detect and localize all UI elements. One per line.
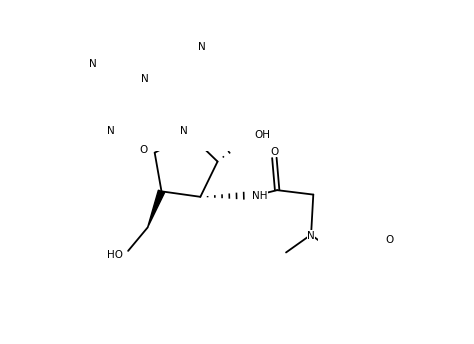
Text: OH: OH — [254, 130, 270, 140]
Text: O: O — [271, 147, 279, 157]
Text: N: N — [180, 126, 188, 136]
Text: NH: NH — [252, 191, 267, 201]
Polygon shape — [147, 190, 164, 227]
Text: N: N — [199, 42, 206, 52]
Text: N: N — [107, 126, 115, 136]
Text: HO: HO — [107, 250, 123, 260]
Text: N: N — [141, 74, 149, 84]
Text: O: O — [140, 146, 148, 155]
Polygon shape — [137, 76, 189, 134]
Text: N: N — [307, 231, 315, 241]
Text: N: N — [90, 58, 97, 68]
Text: O: O — [385, 235, 394, 245]
